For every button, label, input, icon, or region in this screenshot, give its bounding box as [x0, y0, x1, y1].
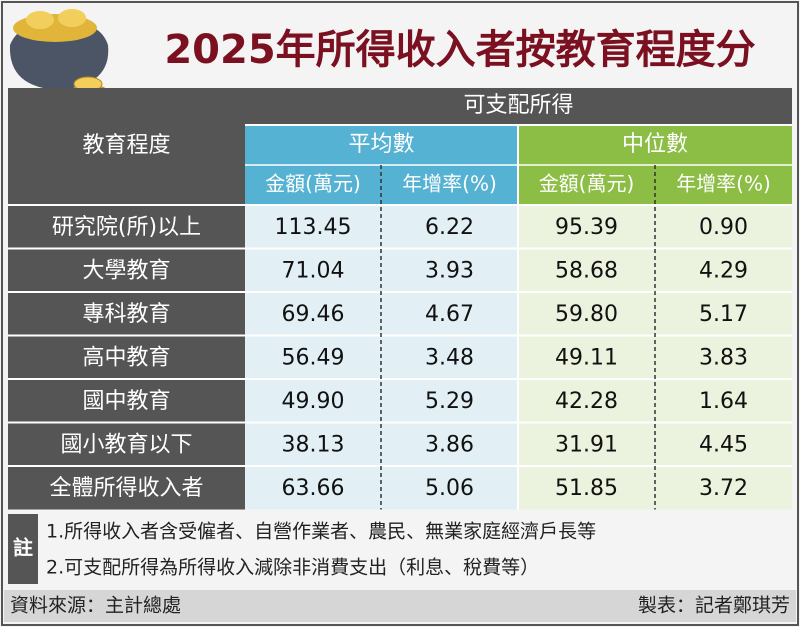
cell: 51.85: [555, 476, 618, 501]
cell-bg: [655, 205, 792, 249]
cell: 5.06: [425, 476, 474, 501]
row-label: 大學教育: [82, 258, 170, 283]
note: 2.可支配所得為所得收入減除非消費支出（利息、稅費等）: [46, 557, 539, 579]
cell-bg: [245, 379, 381, 423]
cell-bg: [518, 466, 655, 510]
cell-bg: [655, 292, 792, 336]
cell: 4.67: [425, 302, 474, 327]
cell-bg: [8, 379, 245, 423]
coin: [58, 9, 86, 27]
row-label: 國中教育: [82, 389, 170, 414]
header-cell: 教育程度: [82, 133, 170, 158]
cell: 31.91: [555, 432, 618, 457]
cell: 1.64: [699, 389, 748, 414]
credit: 製表：記者鄭琪芳: [638, 595, 790, 617]
cell: 71.04: [282, 258, 345, 283]
cell-bg: [8, 335, 245, 379]
cell-bg: [381, 379, 518, 423]
cell-bg: [381, 422, 518, 466]
cell-bg: [245, 292, 381, 336]
cell-bg: [655, 335, 792, 379]
cell-bg: [8, 248, 245, 292]
cell-bg: [245, 205, 381, 249]
cell: 3.48: [425, 345, 474, 370]
cell: 5.29: [425, 389, 474, 414]
coin: [26, 11, 54, 29]
header-cell: 金額(萬元): [539, 172, 635, 196]
cell: 3.83: [699, 345, 748, 370]
cell-bg: [381, 248, 518, 292]
cell-bg: [8, 292, 245, 336]
cell: 63.66: [282, 476, 345, 501]
header-cell: 金額(萬元): [265, 172, 361, 196]
cell: 3.72: [699, 476, 748, 501]
cell: 5.17: [699, 302, 748, 327]
row-label: 研究院(所)以上: [52, 215, 201, 240]
cell: 113.45: [275, 215, 352, 240]
row-label: 國小教育以下: [60, 432, 192, 457]
cell-bg: [518, 335, 655, 379]
row-label: 專科教育: [82, 302, 170, 327]
row-label: 全體所得收入者: [49, 476, 203, 501]
cell: 4.45: [699, 432, 748, 457]
cell: 69.46: [282, 302, 345, 327]
cell: 4.29: [699, 258, 748, 283]
cell: 3.86: [425, 432, 474, 457]
cell-bg: [518, 379, 655, 423]
cell-bg: [8, 422, 245, 466]
cell-bg: [245, 466, 381, 510]
footer-bar: [4, 590, 796, 622]
cell: 6.22: [425, 215, 474, 240]
cell-bg: [655, 248, 792, 292]
cell: 56.49: [282, 345, 345, 370]
cell: 58.68: [555, 258, 618, 283]
header-cell: 中位數: [622, 132, 688, 157]
note: 1.所得收入者含受僱者、自營作業者、農民、無業家庭經濟戶長等: [46, 521, 596, 543]
cell-bg: [8, 205, 245, 249]
cell: 38.13: [282, 432, 345, 457]
cell-bg: [655, 422, 792, 466]
cell: 42.28: [555, 389, 618, 414]
cell-bg: [8, 466, 245, 510]
row-label: 高中教育: [82, 345, 170, 370]
cell-bg: [518, 248, 655, 292]
cell-bg: [245, 248, 381, 292]
cell-bg: [381, 205, 518, 249]
header-cell: 可支配所得: [463, 93, 573, 118]
cell: 49.90: [282, 389, 345, 414]
cell-bg: [518, 292, 655, 336]
cell-bg: [518, 422, 655, 466]
cell-bg: [381, 466, 518, 510]
source: 資料來源：主計總處: [10, 595, 181, 617]
cell: 0.90: [699, 215, 748, 240]
cell: 3.93: [425, 258, 474, 283]
cell: 59.80: [555, 302, 618, 327]
header-cell: 平均數: [348, 132, 414, 157]
cell-bg: [245, 335, 381, 379]
cell: 95.39: [555, 215, 618, 240]
cell-bg: [245, 422, 381, 466]
cell: 49.11: [555, 345, 618, 370]
cell-bg: [655, 466, 792, 510]
header-cell: 年增率(%): [676, 172, 771, 196]
title: 2025年所得收入者按教育程度分: [164, 27, 755, 73]
note-label: 註: [13, 536, 33, 560]
note-label-box: [8, 514, 38, 584]
header-cell: 年增率(%): [402, 172, 497, 196]
cell-bg: [655, 379, 792, 423]
cell-bg: [381, 335, 518, 379]
cell-bg: [518, 205, 655, 249]
cell-bg: [381, 292, 518, 336]
